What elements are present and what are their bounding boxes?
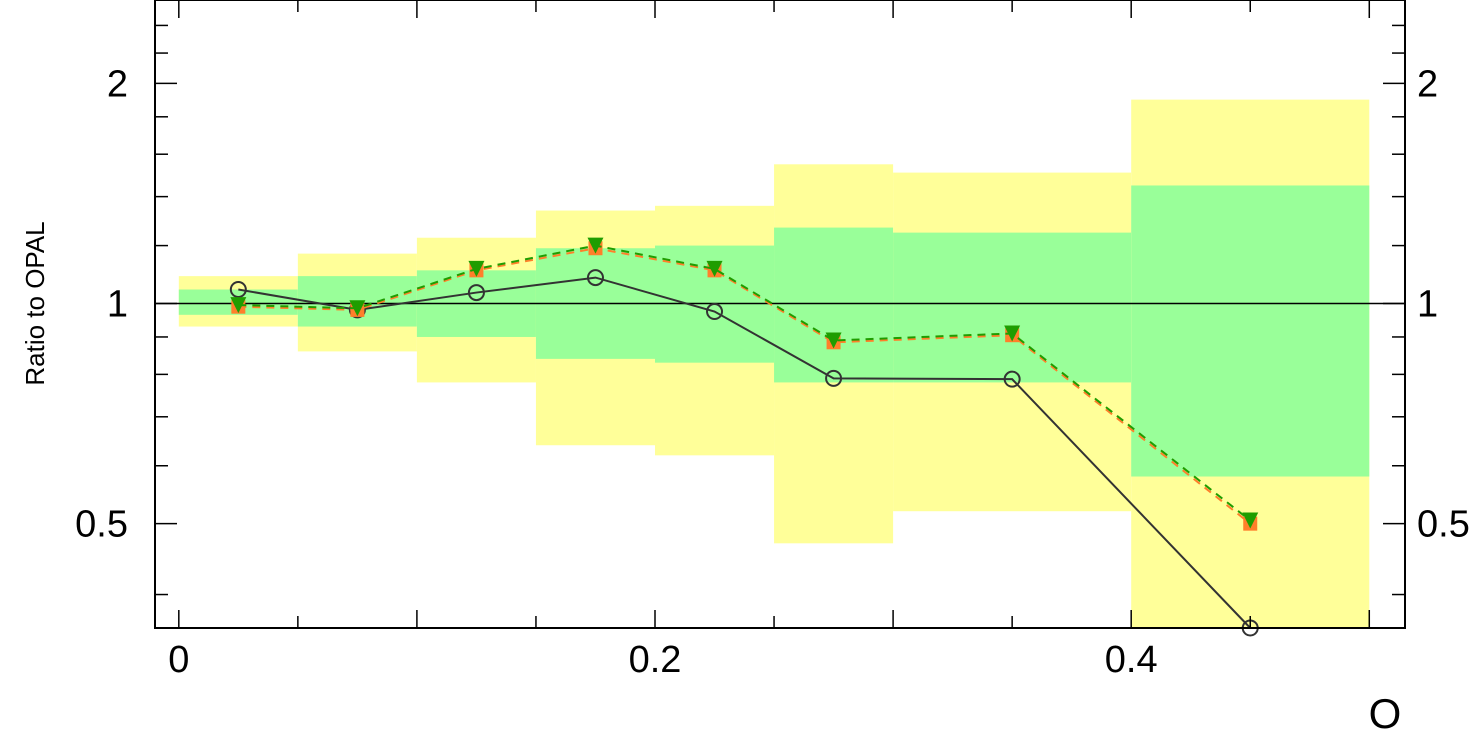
x-tick-label-0: 0 (168, 639, 189, 681)
y-tick-label-right-0: 0.5 (1417, 504, 1470, 546)
inner-band-5 (774, 227, 894, 383)
series-line-triangle-down (238, 244, 1251, 522)
series-layer (229, 237, 1259, 637)
series-line-circle (238, 276, 1251, 629)
x-tick-label-1: 0.2 (629, 639, 682, 681)
point-circle-0 (229, 281, 247, 299)
series-line-square (238, 247, 1251, 525)
point-circle-2 (467, 284, 485, 302)
y-axis-title: Ratio to OPAL (20, 221, 50, 385)
point-triangle-down-3 (587, 237, 604, 254)
plot-frame (154, 0, 1406, 629)
point-triangle-down-0 (230, 297, 247, 314)
x-tick-label-2: 0.4 (1105, 639, 1158, 681)
point-triangle-down-4 (706, 260, 723, 277)
y-tick-label-right-1: 1 (1417, 283, 1438, 325)
inner-band-7 (1131, 185, 1370, 477)
y-tick-label-right-2: 2 (1417, 63, 1438, 105)
y-tick-label-left-0: 0.5 (75, 504, 128, 546)
tick-labels: 0 0.2 0.4 0.5 0.5 1 1 2 2 (75, 63, 1470, 681)
point-triangle-down-7 (1242, 512, 1259, 529)
inner-band-6 (893, 232, 1132, 383)
point-triangle-down-5 (825, 332, 842, 349)
x-axis-title: O (1369, 690, 1402, 737)
point-triangle-down-2 (468, 260, 485, 277)
uncertainty-bands (178, 99, 1370, 628)
point-circle-6 (1003, 370, 1021, 388)
axis-ticks (155, 0, 1405, 628)
point-circle-3 (586, 269, 604, 287)
point-triangle-down-1 (349, 300, 366, 317)
point-circle-4 (706, 303, 724, 321)
point-triangle-down-6 (1004, 325, 1021, 342)
point-circle-5 (825, 369, 843, 387)
y-tick-label-left-1: 1 (107, 283, 128, 325)
y-tick-label-left-2: 2 (107, 63, 128, 105)
